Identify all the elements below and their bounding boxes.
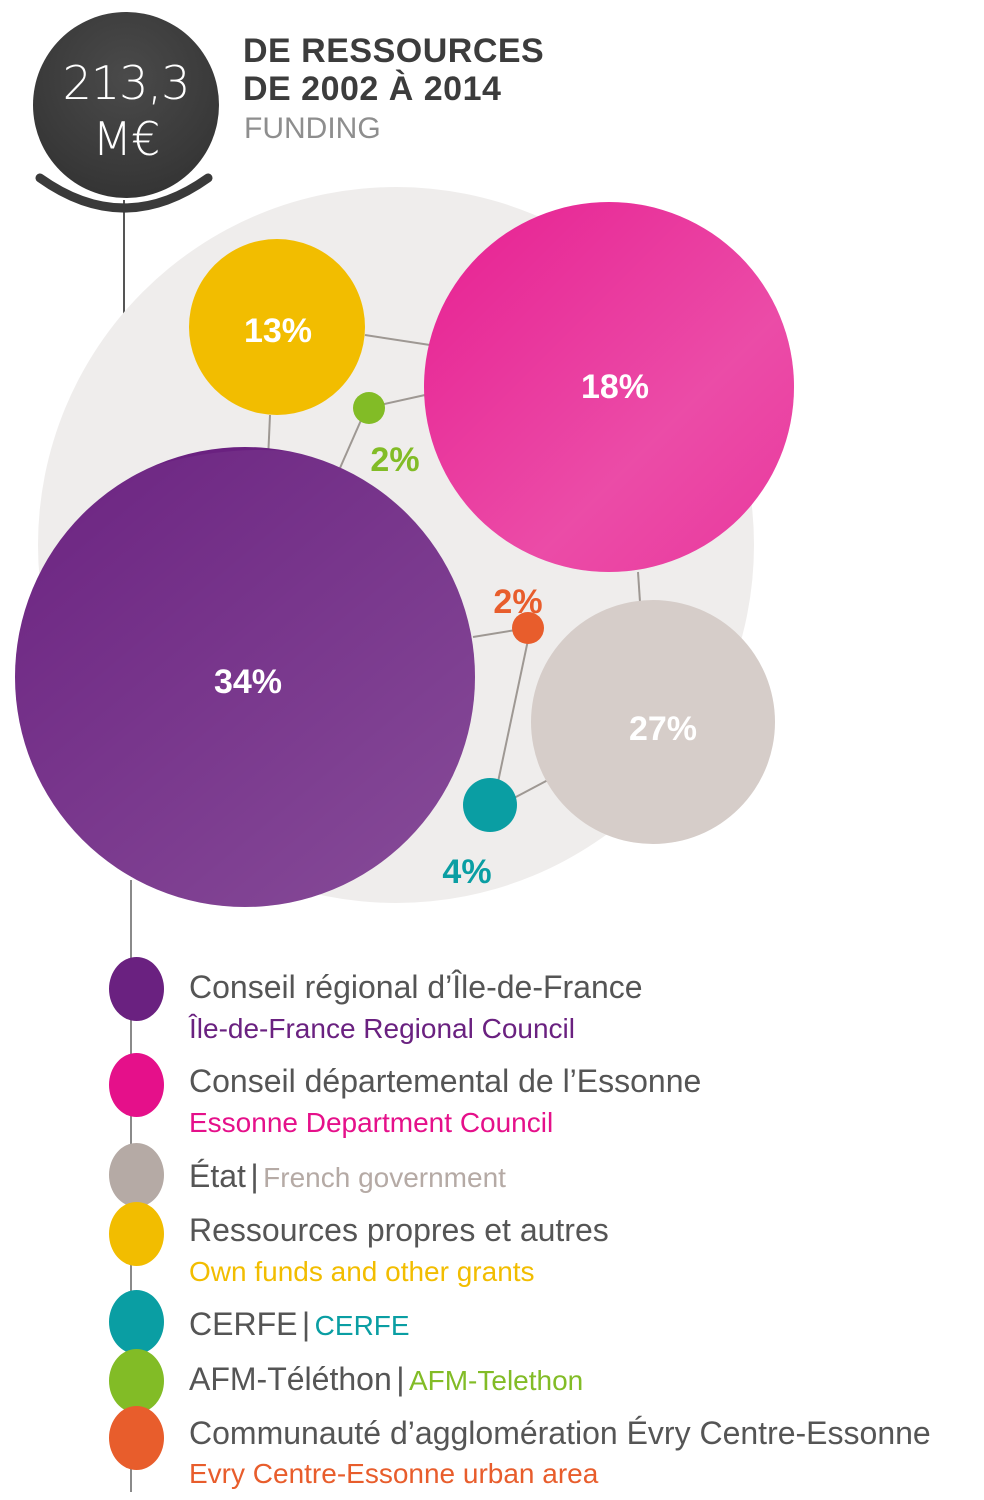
bubble-label-etat: 27% [629,710,697,748]
total-unit: M€ [92,112,161,166]
legend-marker-region [109,957,164,1021]
legend-label-afm-fr: AFM-Téléthon [189,1361,392,1397]
connector-lines [267,334,641,799]
bubble-afm [353,392,385,424]
legend-marker-own-funds [109,1202,164,1266]
bubble-label-afm: 2% [370,441,419,479]
legend-label-etat-fr: État [189,1158,246,1194]
legend-label-own-funds-en: Own funds and other grants [189,1256,535,1287]
total-amount: 213,3 [62,56,191,110]
bubble-label-region: 34% [214,663,282,701]
legend-separator: | [301,1306,311,1342]
legend-row-afm: AFM-Téléthon | AFM-Telethon [189,1360,583,1399]
bubbles-layer [15,202,794,907]
legend-label-region-en: Île-de-France Regional Council [189,1013,575,1044]
legend-label-etat-en: French government [263,1162,506,1193]
legend-label-essonne-fr: Conseil départemental de l’Essonne [189,1063,702,1099]
bubble-label-cerfe: 4% [442,853,491,891]
legend-marker-evry [109,1406,164,1470]
legend-label-afm-en: AFM-Telethon [408,1365,584,1396]
bubble-label-evry: 2% [493,583,542,621]
header-title-line2: DE 2002 À 2014 [243,70,502,108]
bubble-label-essonne: 18% [581,368,649,406]
legend-label-evry-en: Evry Centre-Essonne urban area [189,1458,599,1489]
legend-label-region-fr: Conseil régional d’Île-de-France [189,969,643,1005]
header-title-line1: DE RESSOURCES [243,32,545,70]
legend-separator: | [396,1361,405,1397]
labels-layer: 34% 18% 27% 13% 4% 2% 2% [214,312,697,891]
legend-label-own-funds-fr: Ressources propres et autres [189,1212,609,1248]
legend-separator: | [250,1158,259,1194]
bubble-evry [512,612,544,644]
badge-base-arc [35,173,213,213]
bubble-label-own-funds: 13% [244,312,312,350]
legend-marker-afm [109,1349,164,1413]
legend-label-cerfe-fr: CERFE [189,1306,298,1342]
total-badge: 213,3 M€ [33,12,219,198]
legend-row-etat: État | French government [189,1157,506,1196]
legend-marker-cerfe [109,1290,164,1354]
bubble-essonne-highlight [424,202,794,572]
legend-marker-etat [109,1143,164,1207]
header-subtitle: FUNDING [244,112,381,145]
legend-label-evry-fr: Communauté d’agglomération Évry Centre-E… [189,1415,931,1451]
legend-label-essonne-en: Essonne Department Council [189,1107,554,1138]
bubble-region-highlight [15,450,475,907]
legend-row-cerfe: CERFE | CERFE [189,1305,410,1344]
bubble-own-funds [189,239,365,415]
legend-marker-essonne [109,1053,164,1117]
bubble-etat [531,600,775,844]
bubble-cerfe [463,778,517,832]
legend-label-cerfe-en: CERFE [314,1310,410,1341]
